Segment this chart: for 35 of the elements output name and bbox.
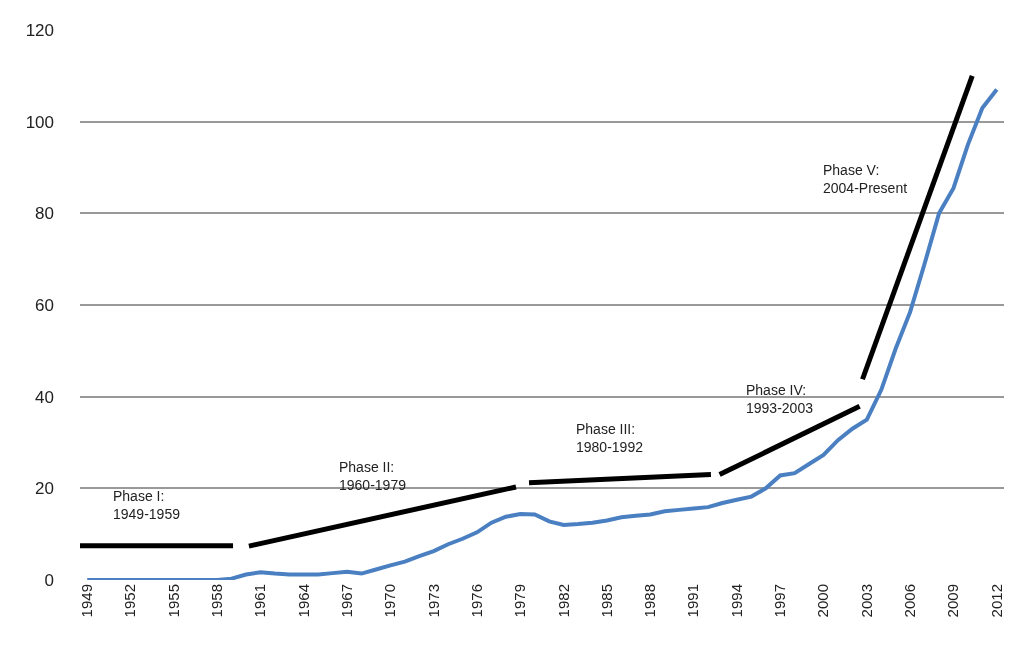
x-tick-label: 2012 [987, 584, 1005, 618]
x-tick-label: 1979 [511, 584, 529, 618]
annotation: Phase II: 1960-1979 [339, 459, 407, 494]
annotation: Phase III: 1980-1992 [576, 421, 644, 456]
y-tick-label: 20 [35, 479, 54, 499]
x-tick-label: 1964 [294, 584, 312, 618]
x-tick-label: 1994 [727, 584, 745, 618]
x-tick-label: 1997 [771, 584, 789, 618]
x-tick-label: 2003 [857, 584, 875, 618]
annotation: Phase V: 2004-Present [823, 162, 908, 197]
x-tick-label: 1985 [597, 584, 615, 618]
x-tick-label: 1973 [424, 584, 442, 618]
y-tick-label: 60 [35, 295, 54, 315]
y-tick-label: 0 [44, 570, 54, 590]
x-tick-label: 1961 [251, 584, 269, 618]
y-tick-label: 80 [35, 204, 54, 224]
x-tick-label: 1949 [78, 584, 96, 618]
x-tick-label: 1958 [208, 584, 226, 618]
x-tick-label: 1991 [684, 584, 702, 618]
line-series [85, 87, 999, 580]
annotation: Phase I: 1949-1959 [113, 488, 181, 523]
x-tick-label: 1955 [164, 584, 182, 618]
x-tick-label: 1967 [337, 584, 355, 618]
y-tick-label: 40 [35, 387, 54, 407]
x-tick-label: 1976 [467, 584, 485, 618]
x-tick-label: 1970 [381, 584, 399, 618]
x-tick-label: 2009 [944, 584, 962, 618]
x-tick-label: 2000 [814, 584, 832, 618]
x-tick-label: 1952 [121, 584, 139, 618]
x-tick-label: 1982 [554, 584, 572, 618]
y-tick-label: 120 [25, 20, 54, 40]
x-tick-label: 1988 [641, 584, 659, 618]
y-tick-label: 100 [25, 112, 54, 132]
x-tick-label: 2006 [901, 584, 919, 618]
annotation: Phase IV: 1993-2003 [746, 382, 814, 417]
